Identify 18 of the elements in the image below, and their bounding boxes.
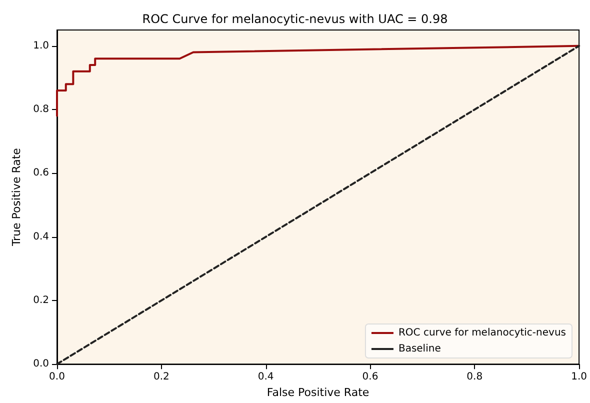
legend-label: Baseline (398, 344, 441, 354)
y-tick-label: 0.6 (33, 168, 49, 179)
y-tick-label: 1.0 (33, 40, 49, 52)
x-tick-label: 0.6 (362, 372, 378, 383)
y-tick-label: 0.8 (33, 104, 49, 116)
x-tick-label: 0.4 (258, 372, 274, 383)
y-tick-label: 0.0 (33, 358, 49, 370)
y-tick-label: 0.4 (33, 231, 49, 242)
y-axis-title: True Positive Rate (10, 148, 24, 248)
x-axis-title: False Positive Rate (266, 386, 370, 399)
line-series (56, 44, 580, 117)
x-tick-label: 0.2 (153, 372, 170, 383)
x-tick-label: 0.8 (466, 372, 483, 383)
chart-title: ROC Curve for melanocytic-nevus with UAC = 0.98 (142, 12, 448, 26)
y-tick-label: 0.2 (33, 294, 49, 306)
x-tick-label: 0.0 (49, 372, 65, 383)
legend-label: ROC curve for melanocytic-nevus (398, 328, 566, 338)
x-tick-label: 1.0 (571, 372, 587, 383)
